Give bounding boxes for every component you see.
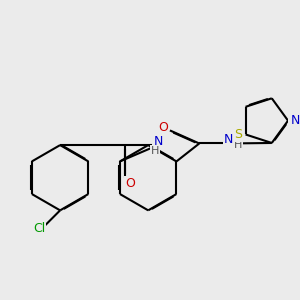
Text: Cl: Cl (33, 222, 45, 235)
Text: N: N (290, 114, 300, 127)
Text: N: N (153, 135, 163, 148)
Text: S: S (234, 128, 242, 141)
Text: H: H (234, 140, 242, 150)
Text: N: N (224, 133, 233, 146)
Text: O: O (125, 177, 135, 190)
Text: H: H (151, 146, 159, 156)
Text: O: O (158, 121, 168, 134)
